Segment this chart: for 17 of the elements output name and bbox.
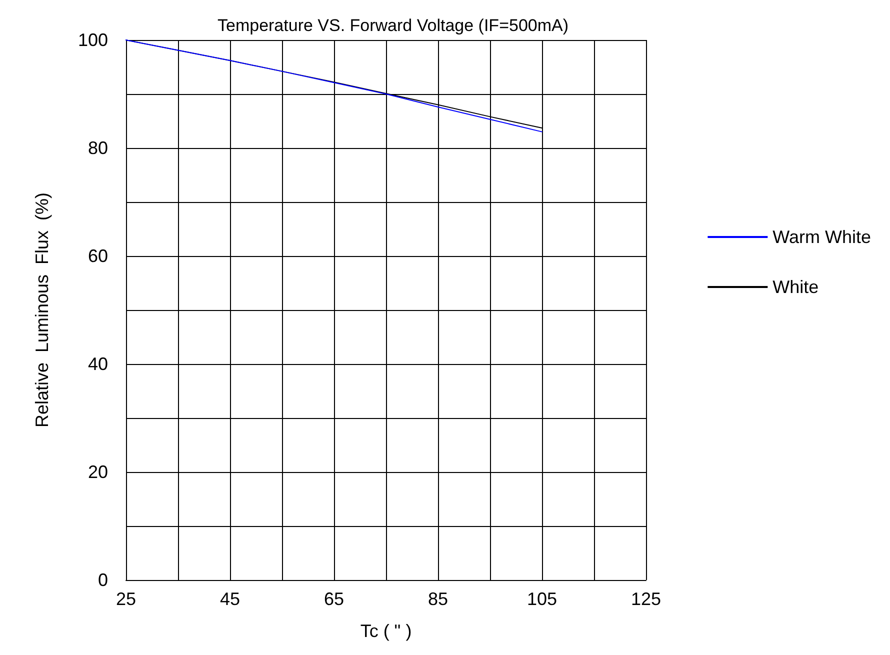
legend-label: White: [772, 277, 819, 297]
y-tick-label: 40: [88, 354, 108, 374]
y-tick-label: 20: [88, 462, 108, 482]
y-tick-label: 100: [78, 30, 108, 50]
legend-label: Warm White: [772, 227, 872, 247]
y-axis-title: Relative Luminous Flux (%): [32, 192, 52, 428]
x-tick-label: 125: [630, 589, 662, 609]
x-tick-label: 45: [220, 589, 240, 609]
x-axis-title: Tc ( " ): [360, 621, 412, 641]
x-tick-label: 105: [526, 589, 558, 609]
y-tick-label: 80: [88, 138, 108, 158]
x-tick-label: 25: [116, 589, 136, 609]
y-tick-label: 60: [88, 246, 108, 266]
x-tick-label: 85: [428, 589, 448, 609]
chart-title: Temperature VS. Forward Voltage (IF=500mA): [217, 16, 569, 35]
x-tick-label: 65: [324, 589, 344, 609]
y-tick-label: 0: [98, 570, 108, 590]
